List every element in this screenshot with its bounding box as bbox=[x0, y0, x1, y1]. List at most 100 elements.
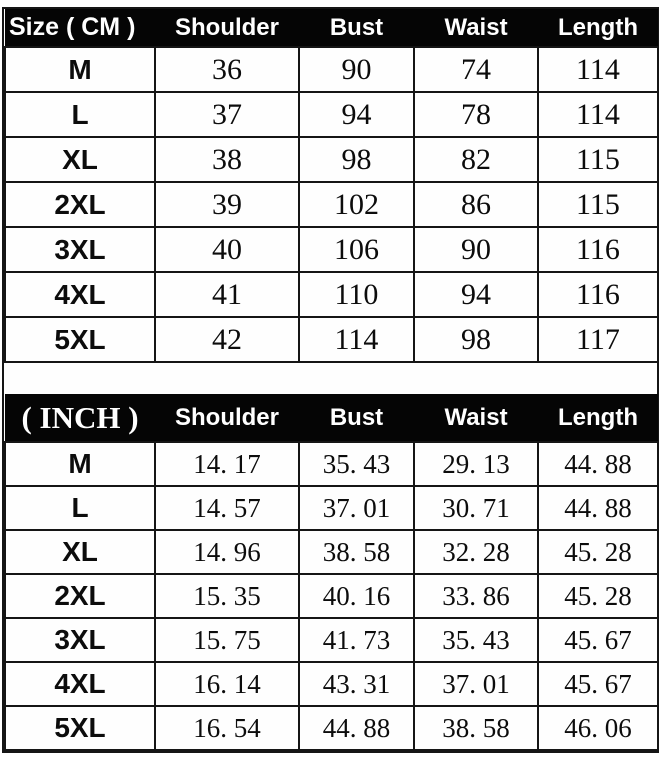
size-label: L bbox=[4, 91, 156, 138]
length-value: 44. 88 bbox=[537, 441, 659, 487]
cm-header-shoulder: Shoulder bbox=[155, 9, 299, 47]
shoulder-value: 42 bbox=[154, 316, 300, 363]
length-value: 116 bbox=[537, 271, 659, 318]
inch-row-m: M 14. 17 35. 43 29. 13 44. 88 bbox=[4, 441, 659, 487]
shoulder-value: 15. 75 bbox=[154, 617, 300, 663]
bust-value: 44. 88 bbox=[298, 705, 415, 751]
inch-row-3xl: 3XL 15. 75 41. 73 35. 43 45. 67 bbox=[4, 617, 659, 663]
cm-header-waist: Waist bbox=[414, 9, 538, 47]
size-label: M bbox=[4, 46, 156, 93]
cm-row-4xl: 4XL 41 110 94 116 bbox=[4, 271, 659, 318]
size-label: 3XL bbox=[4, 617, 156, 663]
size-label: 4XL bbox=[4, 271, 156, 318]
cm-size-table: Size ( CM ) Shoulder Bust Waist Length M… bbox=[4, 9, 659, 363]
cm-row-xl: XL 38 98 82 115 bbox=[4, 136, 659, 183]
waist-value: 30. 71 bbox=[413, 485, 539, 531]
waist-value: 32. 28 bbox=[413, 529, 539, 575]
cm-header-size: Size ( CM ) bbox=[5, 9, 155, 47]
size-label: 2XL bbox=[4, 181, 156, 228]
cm-row-3xl: 3XL 40 106 90 116 bbox=[4, 226, 659, 273]
inch-header-shoulder: Shoulder bbox=[155, 394, 299, 442]
size-label: M bbox=[4, 441, 156, 487]
length-value: 45. 67 bbox=[537, 617, 659, 663]
bust-value: 114 bbox=[298, 316, 415, 363]
inch-row-2xl: 2XL 15. 35 40. 16 33. 86 45. 28 bbox=[4, 573, 659, 619]
size-chart: Size ( CM ) Shoulder Bust Waist Length M… bbox=[2, 7, 659, 753]
length-value: 44. 88 bbox=[537, 485, 659, 531]
bust-value: 43. 31 bbox=[298, 661, 415, 707]
inch-header-row: ( INCH ) Shoulder Bust Waist Length bbox=[5, 394, 658, 442]
size-label: XL bbox=[4, 529, 156, 575]
waist-value: 94 bbox=[413, 271, 539, 318]
shoulder-value: 14. 17 bbox=[154, 441, 300, 487]
shoulder-value: 40 bbox=[154, 226, 300, 273]
length-value: 116 bbox=[537, 226, 659, 273]
size-label: 3XL bbox=[4, 226, 156, 273]
cm-header-row: Size ( CM ) Shoulder Bust Waist Length bbox=[5, 9, 658, 47]
bust-value: 110 bbox=[298, 271, 415, 318]
shoulder-value: 38 bbox=[154, 136, 300, 183]
bust-value: 40. 16 bbox=[298, 573, 415, 619]
waist-value: 98 bbox=[413, 316, 539, 363]
bust-value: 37. 01 bbox=[298, 485, 415, 531]
waist-value: 37. 01 bbox=[413, 661, 539, 707]
bust-value: 41. 73 bbox=[298, 617, 415, 663]
length-value: 46. 06 bbox=[537, 705, 659, 751]
bust-value: 38. 58 bbox=[298, 529, 415, 575]
cm-row-m: M 36 90 74 114 bbox=[4, 46, 659, 93]
waist-value: 35. 43 bbox=[413, 617, 539, 663]
cm-row-5xl: 5XL 42 114 98 117 bbox=[4, 316, 659, 363]
length-value: 45. 28 bbox=[537, 573, 659, 619]
waist-value: 90 bbox=[413, 226, 539, 273]
shoulder-value: 16. 54 bbox=[154, 705, 300, 751]
length-value: 114 bbox=[537, 91, 659, 138]
shoulder-value: 14. 57 bbox=[154, 485, 300, 531]
cm-header-bust: Bust bbox=[299, 9, 414, 47]
inch-row-l: L 14. 57 37. 01 30. 71 44. 88 bbox=[4, 485, 659, 531]
length-value: 114 bbox=[537, 46, 659, 93]
size-label: L bbox=[4, 485, 156, 531]
size-label: 5XL bbox=[4, 705, 156, 751]
length-value: 115 bbox=[537, 136, 659, 183]
cm-row-2xl: 2XL 39 102 86 115 bbox=[4, 181, 659, 228]
inch-header-waist: Waist bbox=[414, 394, 538, 442]
size-label: 2XL bbox=[4, 573, 156, 619]
size-label: 4XL bbox=[4, 661, 156, 707]
inch-row-4xl: 4XL 16. 14 43. 31 37. 01 45. 67 bbox=[4, 661, 659, 707]
waist-value: 38. 58 bbox=[413, 705, 539, 751]
shoulder-value: 41 bbox=[154, 271, 300, 318]
waist-value: 78 bbox=[413, 91, 539, 138]
size-label: 5XL bbox=[4, 316, 156, 363]
cm-row-l: L 37 94 78 114 bbox=[4, 91, 659, 138]
shoulder-value: 16. 14 bbox=[154, 661, 300, 707]
length-value: 115 bbox=[537, 181, 659, 228]
bust-value: 106 bbox=[298, 226, 415, 273]
shoulder-value: 15. 35 bbox=[154, 573, 300, 619]
cm-header-length: Length bbox=[538, 9, 658, 47]
bust-value: 90 bbox=[298, 46, 415, 93]
inch-header-size: ( INCH ) bbox=[5, 394, 155, 442]
waist-value: 82 bbox=[413, 136, 539, 183]
bust-value: 98 bbox=[298, 136, 415, 183]
shoulder-value: 14. 96 bbox=[154, 529, 300, 575]
inch-header-length: Length bbox=[538, 394, 658, 442]
waist-value: 33. 86 bbox=[413, 573, 539, 619]
inch-row-xl: XL 14. 96 38. 58 32. 28 45. 28 bbox=[4, 529, 659, 575]
waist-value: 29. 13 bbox=[413, 441, 539, 487]
bust-value: 102 bbox=[298, 181, 415, 228]
shoulder-value: 39 bbox=[154, 181, 300, 228]
length-value: 45. 67 bbox=[537, 661, 659, 707]
table-spacer bbox=[4, 363, 657, 394]
waist-value: 86 bbox=[413, 181, 539, 228]
length-value: 45. 28 bbox=[537, 529, 659, 575]
shoulder-value: 37 bbox=[154, 91, 300, 138]
inch-header-bust: Bust bbox=[299, 394, 414, 442]
bust-value: 94 bbox=[298, 91, 415, 138]
bust-value: 35. 43 bbox=[298, 441, 415, 487]
waist-value: 74 bbox=[413, 46, 539, 93]
inch-size-table: ( INCH ) Shoulder Bust Waist Length M 14… bbox=[4, 394, 659, 751]
shoulder-value: 36 bbox=[154, 46, 300, 93]
inch-row-5xl: 5XL 16. 54 44. 88 38. 58 46. 06 bbox=[4, 705, 659, 751]
length-value: 117 bbox=[537, 316, 659, 363]
